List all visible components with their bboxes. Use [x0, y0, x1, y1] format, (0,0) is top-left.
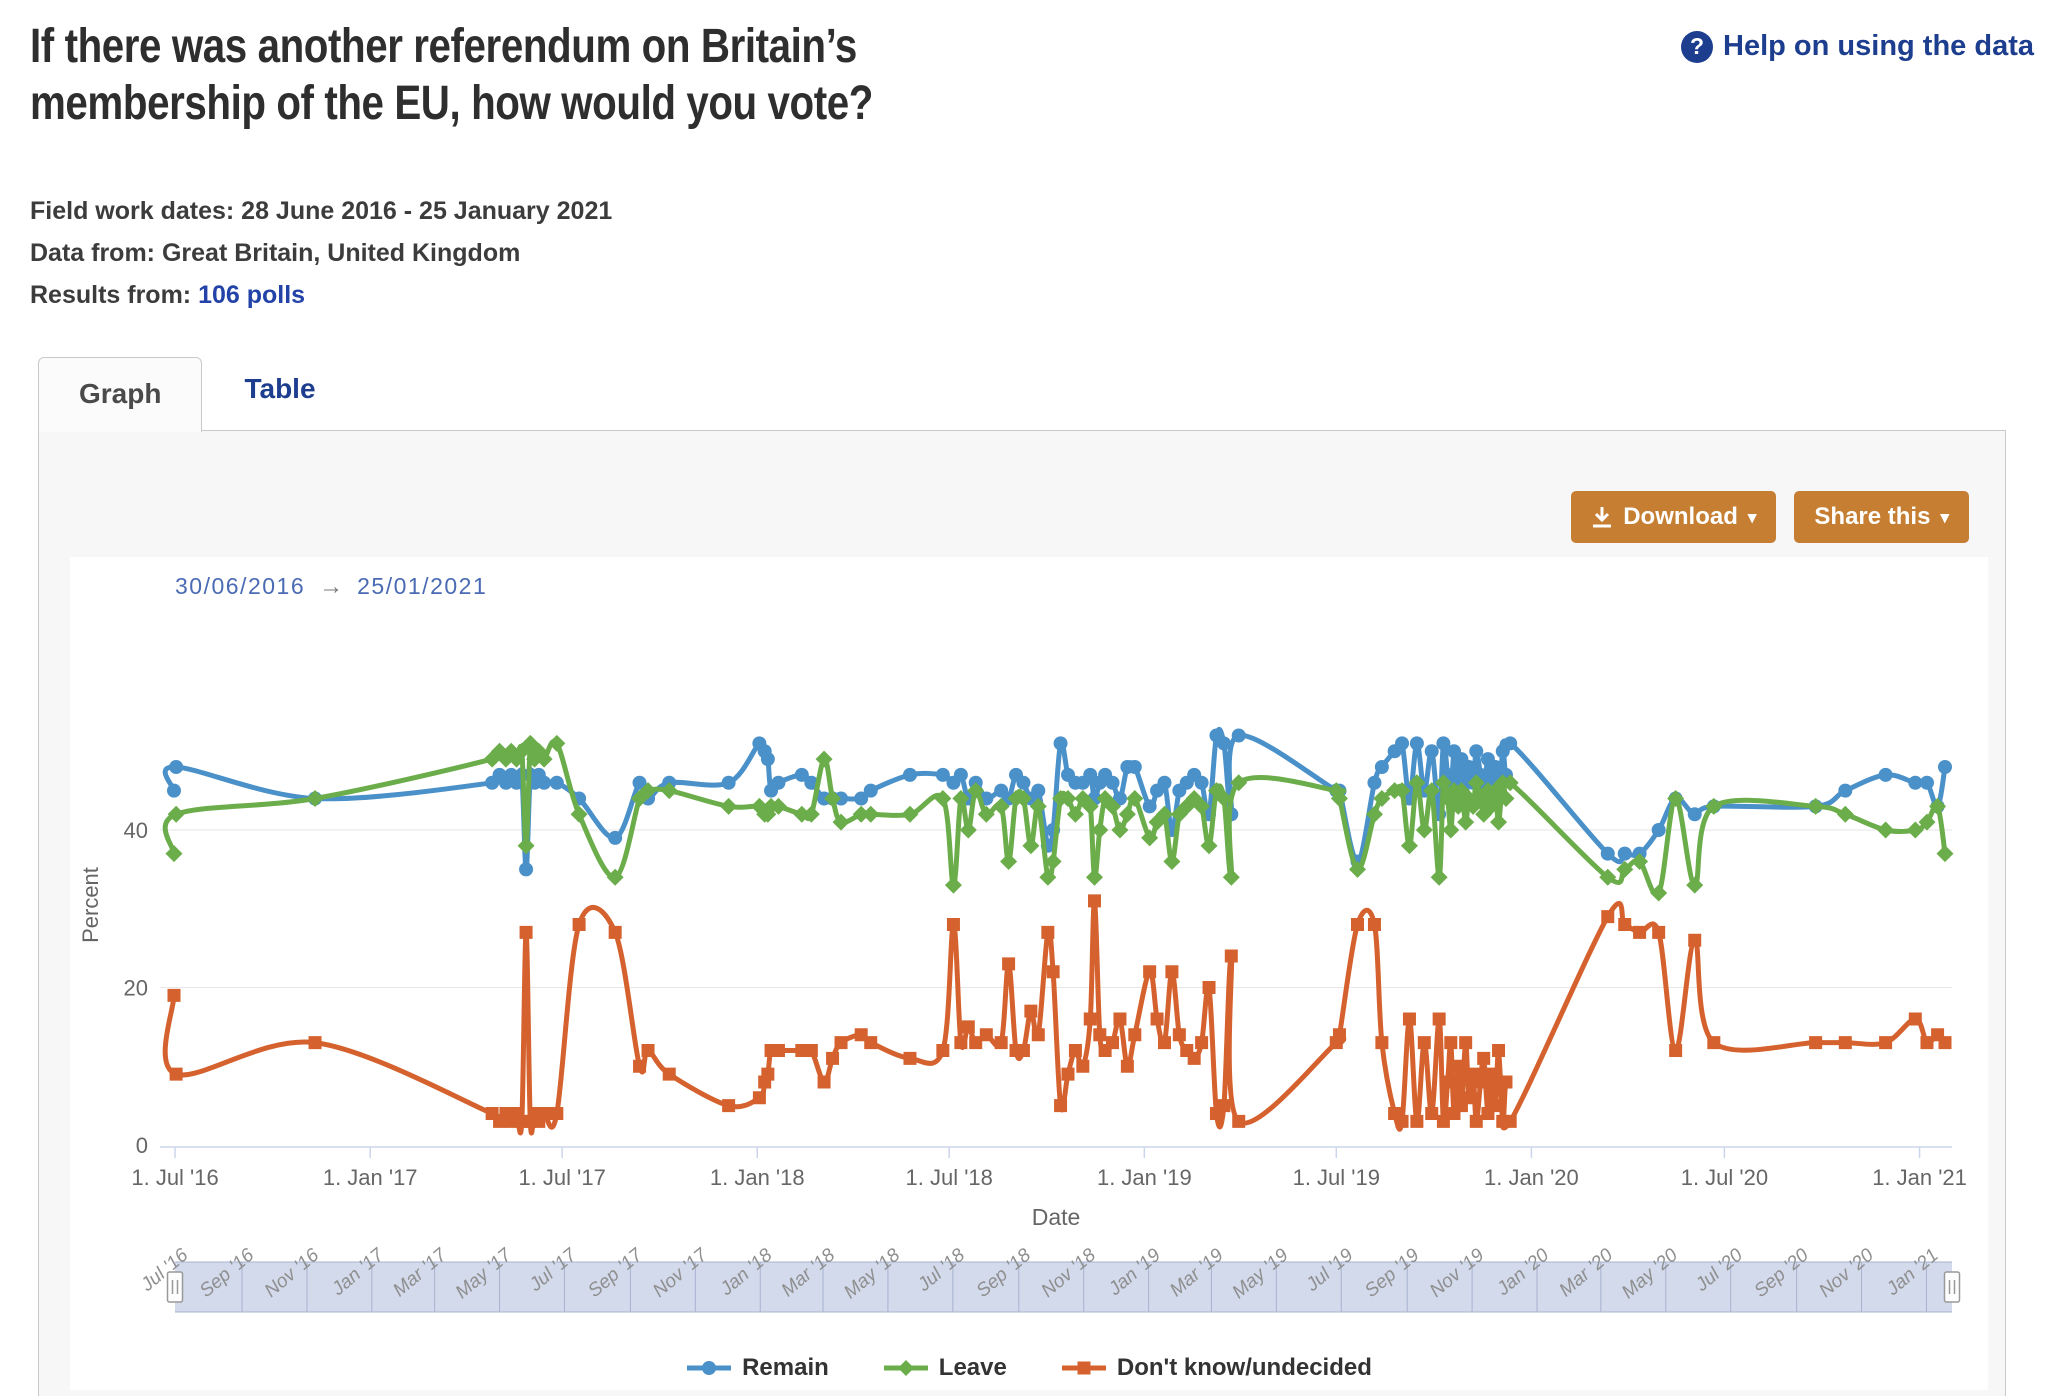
tab-table[interactable]: Table	[244, 373, 316, 404]
polls-count-link[interactable]: 106 polls	[198, 281, 306, 309]
y-tick-label: 40	[124, 818, 148, 843]
question-mark-icon: ?	[1681, 30, 1714, 63]
download-button[interactable]: Download ▾	[1571, 491, 1777, 543]
x-tick-label: 1. Jan '17	[323, 1165, 418, 1190]
share-label: Share this	[1814, 503, 1931, 530]
legend-label: Remain	[742, 1354, 829, 1381]
x-tick-label: 1. Jul '17	[518, 1165, 605, 1190]
series-leave-markers	[165, 734, 1954, 902]
download-icon	[1593, 507, 1612, 528]
tab-bar: Graph Table	[38, 353, 356, 432]
meta-row: Results from: 106 polls	[30, 274, 612, 316]
caret-down-icon: ▾	[1940, 508, 1949, 527]
x-axis: 1. Jul '16 1. Jan '17 1. Jul '17 1. Jan '18…	[131, 1146, 1967, 1190]
legend-marker-circle-icon	[687, 1361, 732, 1375]
x-tick-label: 1. Jul '18	[906, 1165, 993, 1190]
date-range-display: 30/06/2016 → 25/01/2021	[175, 573, 487, 601]
caret-down-icon: ▾	[1747, 508, 1757, 527]
chart-legend: Remain Leave Don't know/undecided	[70, 1354, 1988, 1382]
y-tick-label: 0	[136, 1133, 148, 1158]
survey-meta: Field work dates: 28 June 2016 - 25 Janu…	[30, 190, 612, 316]
help-link[interactable]: ? Help on using the data	[1681, 30, 2034, 63]
x-tick-label: 1. Jul '19	[1293, 1165, 1380, 1190]
series-dont-know[interactable]	[162, 894, 1952, 1136]
grid-lines: 0 20 40	[124, 818, 1952, 1158]
legend-marker-diamond-icon	[883, 1360, 928, 1376]
x-tick-label: 1. Jan '18	[710, 1165, 805, 1190]
arrow-right-icon: →	[319, 573, 344, 600]
page-title: If there was another referendum on Brita…	[30, 18, 873, 132]
legend-label: Leave	[938, 1354, 1007, 1381]
meta-value: 28 June 2016 - 25 January 2021	[241, 197, 613, 225]
legend-marker-square-icon	[1061, 1361, 1106, 1375]
meta-row: Field work dates: 28 June 2016 - 25 Janu…	[30, 190, 612, 232]
legend-item-dont-know[interactable]: Don't know/undecided	[1061, 1354, 1372, 1382]
navigator-handle-left[interactable]	[166, 1271, 184, 1303]
navigator-track[interactable]	[175, 1262, 1952, 1312]
series-leave[interactable]	[162, 734, 1954, 902]
tab-panel: Download ▾ Share this ▾ 30/06/2016 → 25/01…	[38, 430, 2006, 1396]
range-from[interactable]: 30/06/2016	[175, 573, 306, 599]
x-tick-label: 1. Jul '20	[1681, 1165, 1768, 1190]
series-dont-know-line	[162, 898, 1947, 1136]
legend-item-leave[interactable]: Leave	[883, 1354, 1007, 1382]
chart-toolbar: Download ▾ Share this ▾	[1571, 491, 1969, 543]
chart-card: 30/06/2016 → 25/01/2021 0 20 40 Percent 1. Jul…	[70, 557, 1988, 1390]
y-tick-label: 20	[124, 976, 148, 1001]
title-line-2: membership of the EU, how would you vote…	[30, 77, 873, 130]
legend-item-remain[interactable]: Remain	[686, 1354, 829, 1382]
x-tick-label: 1. Jan '19	[1097, 1165, 1192, 1190]
download-label: Download	[1623, 503, 1738, 530]
tab-graph[interactable]: Graph	[38, 357, 203, 432]
x-axis-title: Date	[1032, 1204, 1081, 1230]
y-axis-title: Percent	[78, 867, 103, 943]
share-button[interactable]: Share this ▾	[1794, 491, 1969, 543]
range-to[interactable]: 25/01/2021	[357, 573, 488, 599]
x-tick-label: 1. Jan '20	[1484, 1165, 1579, 1190]
meta-label: Data from:	[30, 239, 162, 267]
meta-value: Great Britain, United Kingdom	[161, 239, 521, 267]
navigator[interactable]: Jul '16 Sep '16 Nov '16 Jan '17 Mar '17 May '…	[136, 1244, 1961, 1313]
navigator-handle-right[interactable]	[1943, 1271, 1961, 1303]
meta-label: Field work dates:	[30, 197, 242, 225]
series-dont-know-markers	[167, 894, 1952, 1128]
help-link-label: Help on using the data	[1723, 30, 2034, 62]
meta-row: Data from: Great Britain, United Kingdom	[30, 232, 612, 274]
legend-label: Don't know/undecided	[1116, 1354, 1372, 1381]
title-line-1: If there was another referendum on Brita…	[30, 20, 857, 73]
x-tick-label: 1. Jan '21	[1872, 1165, 1967, 1190]
x-tick-label: 1. Jul '16	[131, 1165, 218, 1190]
meta-label: Results from:	[30, 281, 199, 309]
